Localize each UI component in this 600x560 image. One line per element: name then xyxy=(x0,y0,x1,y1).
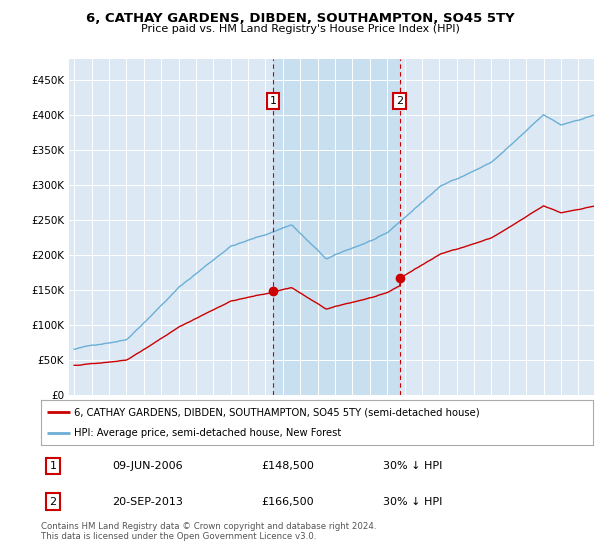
Bar xyxy=(273,59,400,395)
Text: £148,500: £148,500 xyxy=(262,461,314,471)
Text: Contains HM Land Registry data © Crown copyright and database right 2024.
This d: Contains HM Land Registry data © Crown c… xyxy=(41,522,376,542)
Text: £166,500: £166,500 xyxy=(262,497,314,507)
Text: 6, CATHAY GARDENS, DIBDEN, SOUTHAMPTON, SO45 5TY: 6, CATHAY GARDENS, DIBDEN, SOUTHAMPTON, … xyxy=(86,12,514,25)
Text: HPI: Average price, semi-detached house, New Forest: HPI: Average price, semi-detached house,… xyxy=(74,428,341,438)
Text: 1: 1 xyxy=(49,461,56,471)
Text: 6, CATHAY GARDENS, DIBDEN, SOUTHAMPTON, SO45 5TY (semi-detached house): 6, CATHAY GARDENS, DIBDEN, SOUTHAMPTON, … xyxy=(74,408,479,418)
Text: 30% ↓ HPI: 30% ↓ HPI xyxy=(383,497,442,507)
Text: 1: 1 xyxy=(269,96,277,106)
Text: 2: 2 xyxy=(396,96,403,106)
Text: 30% ↓ HPI: 30% ↓ HPI xyxy=(383,461,442,471)
Text: Price paid vs. HM Land Registry's House Price Index (HPI): Price paid vs. HM Land Registry's House … xyxy=(140,24,460,34)
Text: 20-SEP-2013: 20-SEP-2013 xyxy=(113,497,184,507)
Text: 2: 2 xyxy=(49,497,56,507)
Text: 09-JUN-2006: 09-JUN-2006 xyxy=(113,461,183,471)
